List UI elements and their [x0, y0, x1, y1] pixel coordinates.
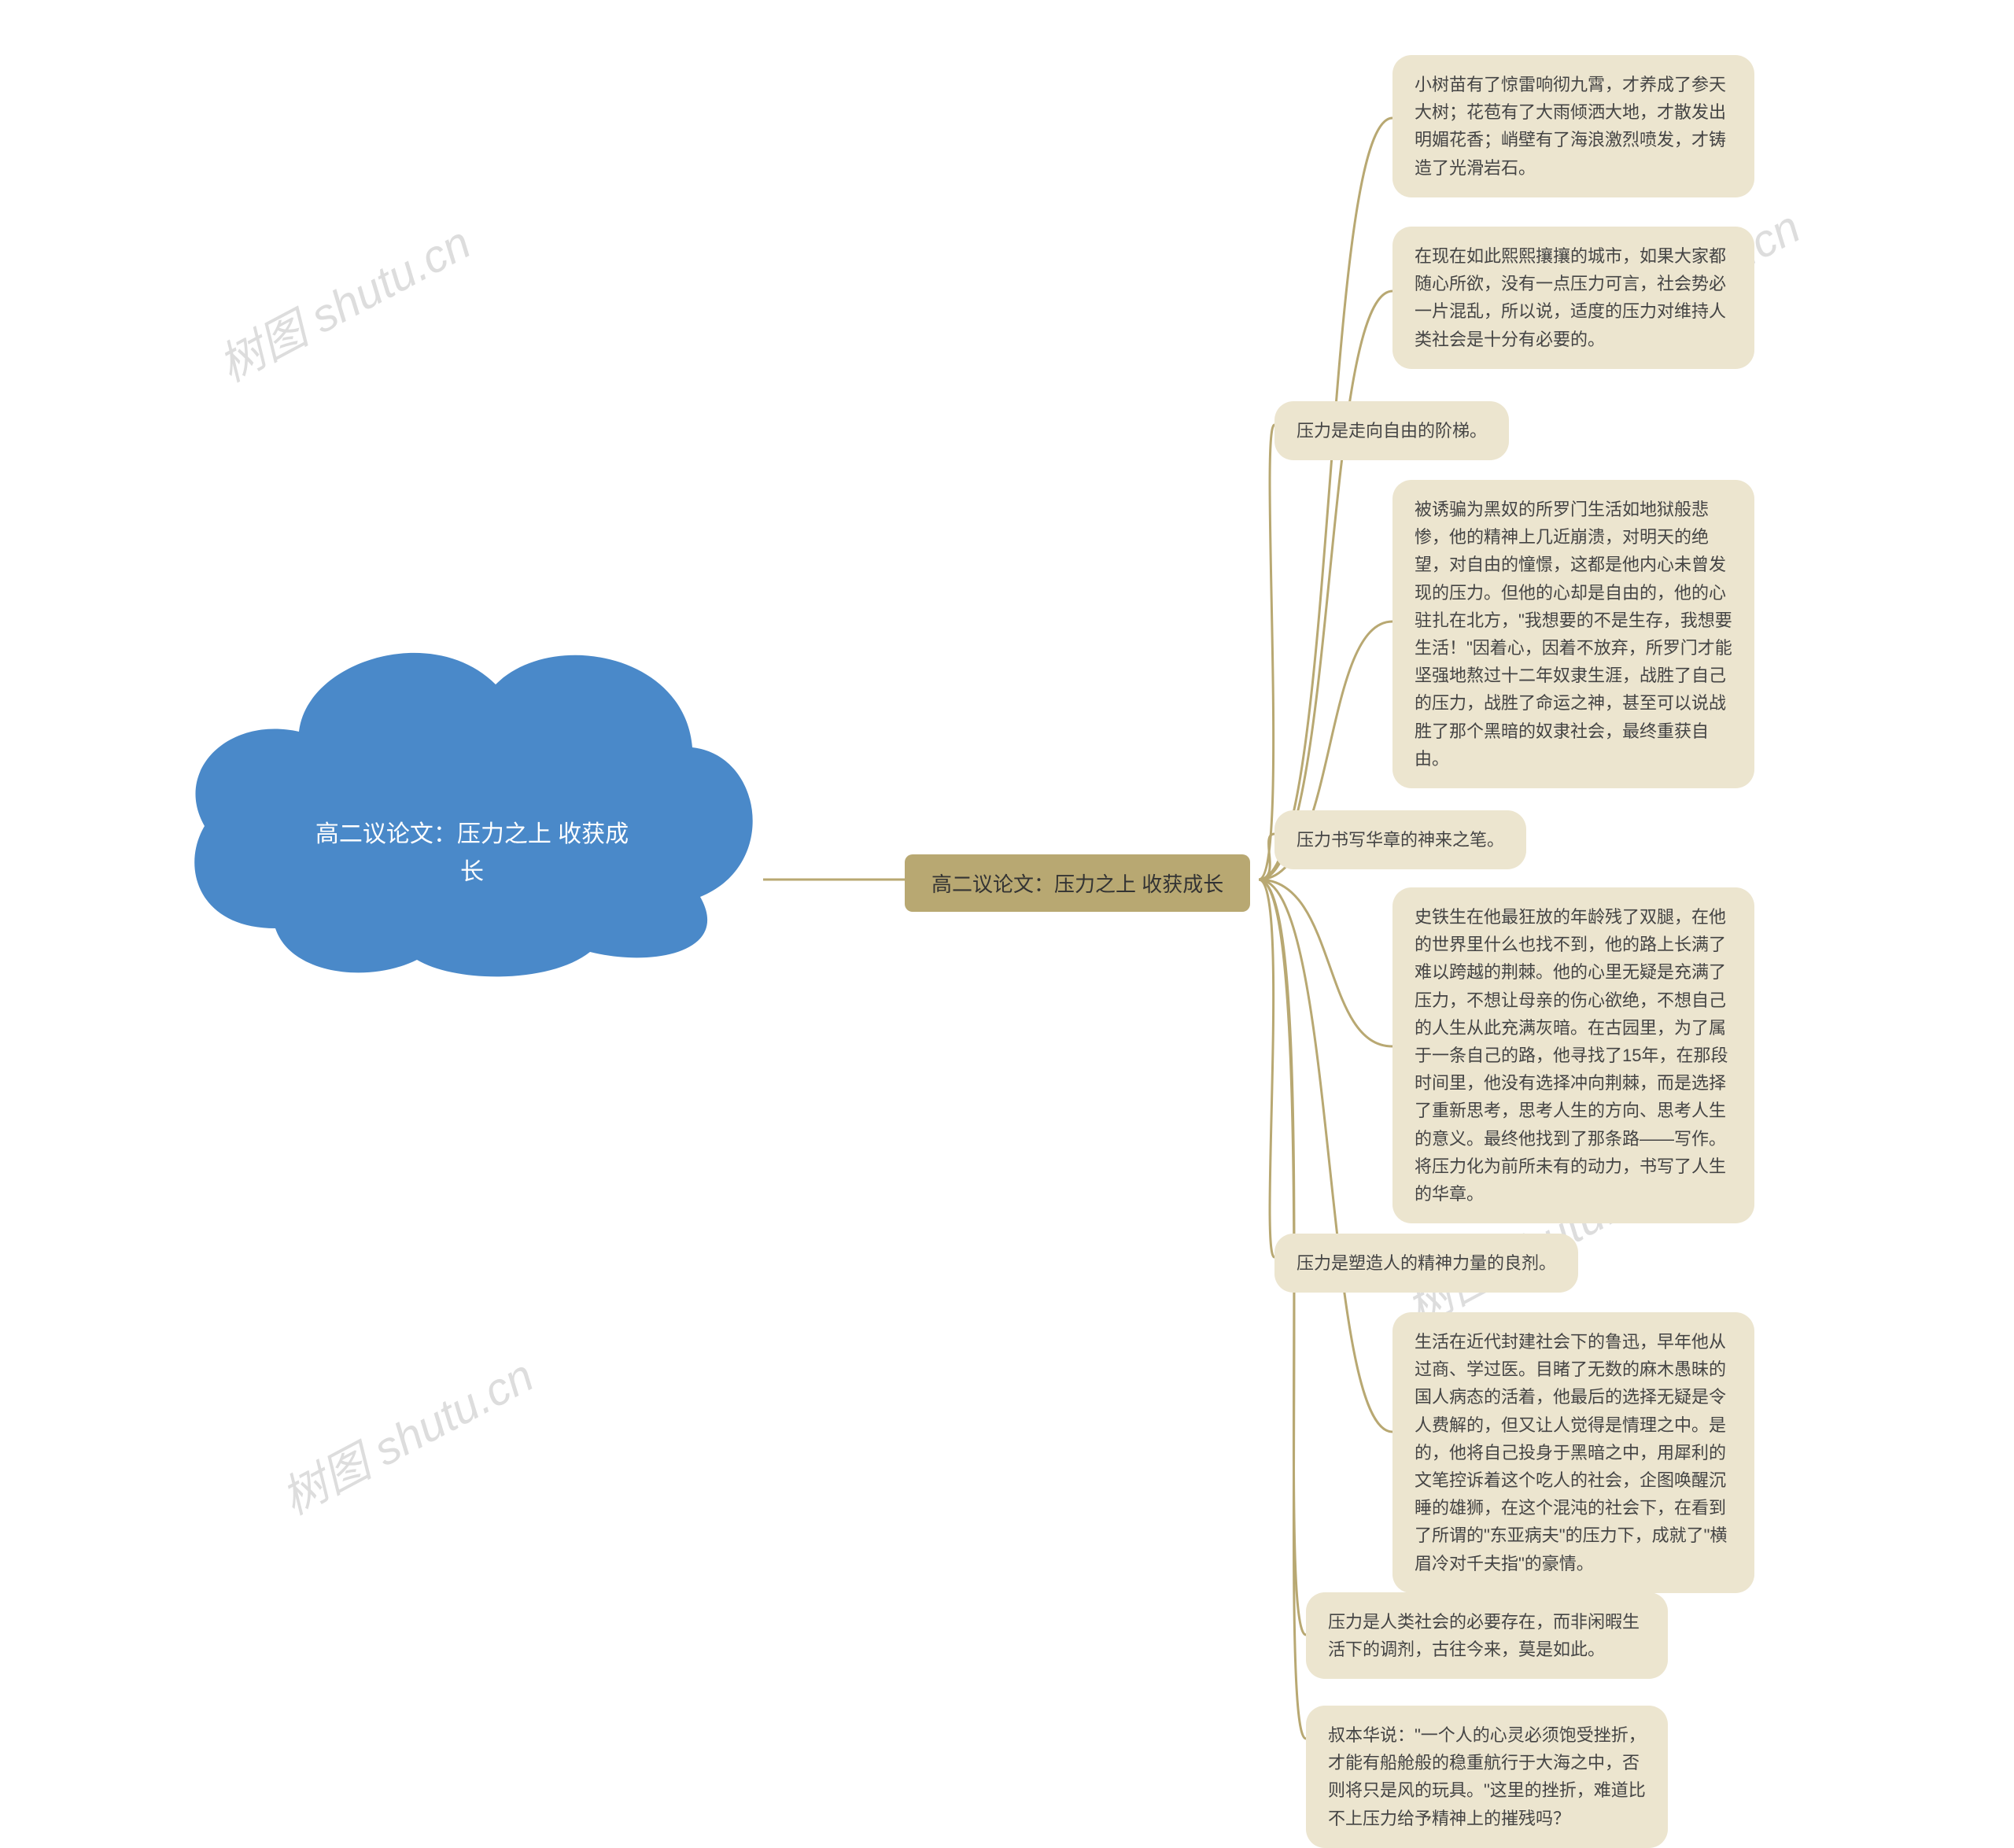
- watermark: 树图 shutu.cn: [268, 1339, 544, 1527]
- leaf-node[interactable]: 在现在如此熙熙攘攘的城市，如果大家都随心所欲，没有一点压力可言，社会势必一片混乱…: [1392, 227, 1754, 369]
- leaf-node[interactable]: 生活在近代封建社会下的鲁迅，早年他从过商、学过医。目睹了无数的麻木愚昧的国人病态…: [1392, 1312, 1754, 1593]
- leaf-node[interactable]: 压力是塑造人的精神力量的良剂。: [1274, 1234, 1578, 1293]
- leaf-node[interactable]: 史铁生在他最狂放的年龄残了双腿，在他的世界里什么也找不到，他的路上长满了难以跨越…: [1392, 887, 1754, 1223]
- leaf-node[interactable]: 被诱骗为黑奴的所罗门生活如地狱般悲惨，他的精神上几近崩溃，对明天的绝望，对自由的…: [1392, 480, 1754, 788]
- root-node-title: 高二议论文：压力之上 收获成长: [307, 816, 637, 891]
- leaf-node[interactable]: 压力书写华章的神来之笔。: [1274, 810, 1526, 869]
- mindmap-canvas: 树图 shutu.cn 树图 shutu.cn 树图 shutu.cn 树图 s…: [0, 0, 2014, 1769]
- leaf-node[interactable]: 压力是人类社会的必要存在，而非闲暇生活下的调剂，古往今来，莫是如此。: [1306, 1592, 1668, 1679]
- central-node[interactable]: 高二议论文：压力之上 收获成长: [905, 854, 1250, 912]
- leaf-node[interactable]: 叔本华说："一个人的心灵必须饱受挫折，才能有船舱般的稳重航行于大海之中，否则将只…: [1306, 1706, 1668, 1848]
- watermark: 树图 shutu.cn: [205, 206, 481, 394]
- root-node-cloud[interactable]: 高二议论文：压力之上 收获成长: [181, 629, 763, 991]
- leaf-node[interactable]: 压力是走向自由的阶梯。: [1274, 401, 1509, 460]
- leaf-node[interactable]: 小树苗有了惊雷响彻九霄，才养成了参天大树；花苞有了大雨倾洒大地，才散发出明媚花香…: [1392, 55, 1754, 197]
